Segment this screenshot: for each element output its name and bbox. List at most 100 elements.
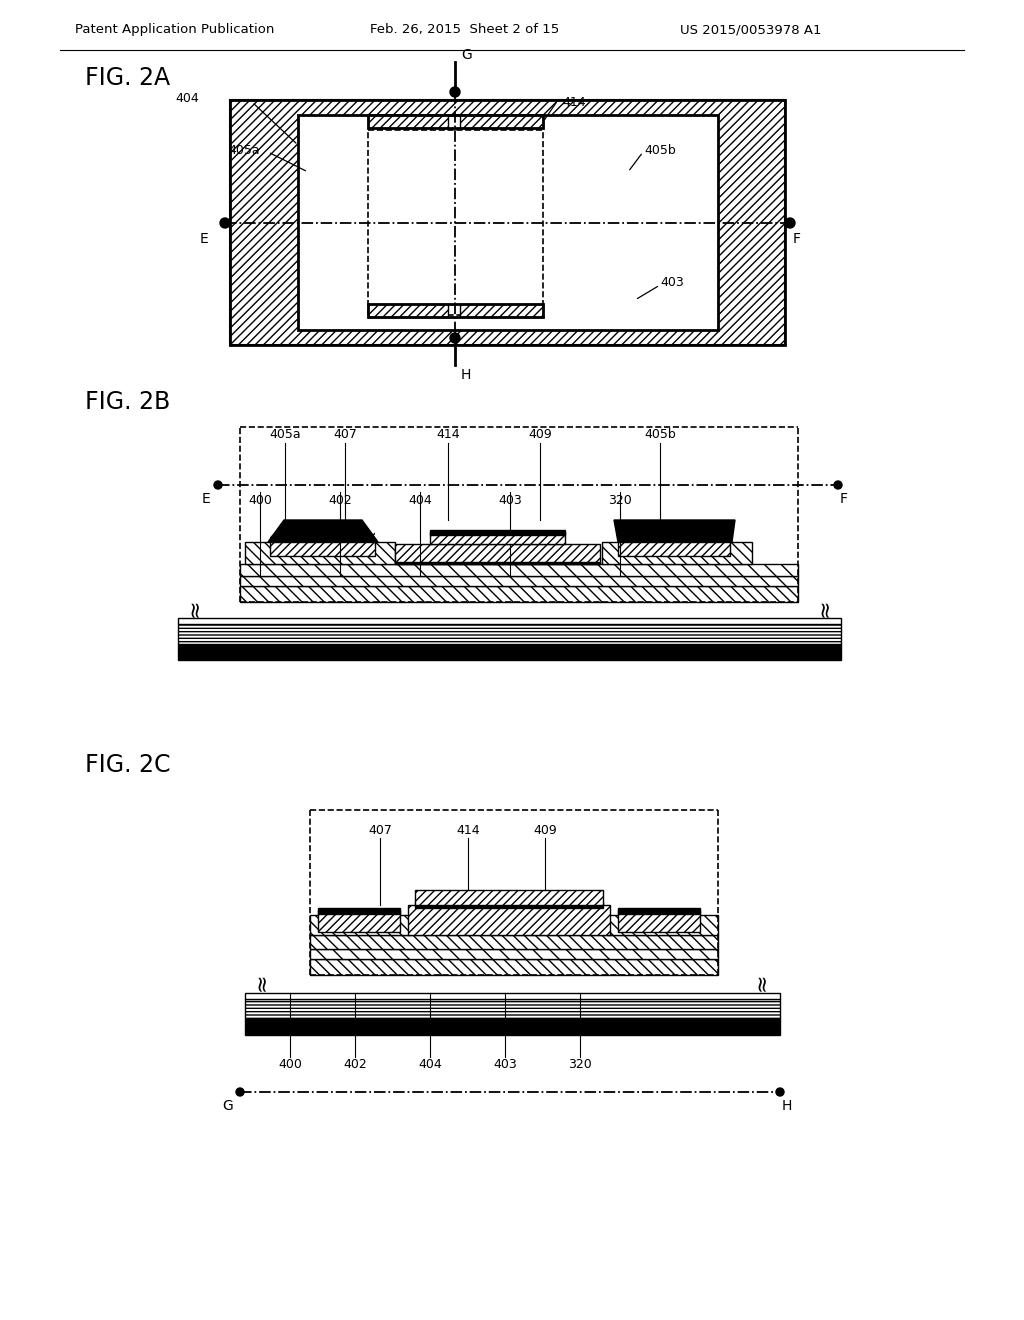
Text: 400: 400: [279, 1059, 302, 1072]
Text: 414: 414: [456, 824, 480, 837]
Text: ≈: ≈: [185, 599, 205, 618]
Bar: [245, 543, 395, 564]
Bar: [430, 532, 565, 544]
Bar: [618, 908, 700, 913]
Text: 405a: 405a: [269, 429, 301, 441]
Text: E: E: [202, 492, 211, 506]
Bar: [408, 906, 610, 935]
Bar: [310, 960, 718, 975]
Bar: [368, 304, 543, 317]
Bar: [368, 304, 449, 317]
Text: 320: 320: [568, 1059, 592, 1072]
Bar: [318, 909, 400, 932]
Polygon shape: [268, 520, 378, 543]
Bar: [310, 949, 718, 960]
Text: 409: 409: [534, 824, 557, 837]
Circle shape: [785, 218, 795, 228]
Bar: [618, 532, 730, 543]
Text: 409: 409: [528, 429, 552, 441]
Text: F: F: [793, 232, 801, 246]
Circle shape: [834, 480, 842, 488]
Bar: [230, 100, 785, 345]
Text: FIG. 2A: FIG. 2A: [85, 66, 170, 90]
Text: Feb. 26, 2015  Sheet 2 of 15: Feb. 26, 2015 Sheet 2 of 15: [370, 24, 559, 37]
Text: H: H: [461, 368, 471, 381]
Bar: [618, 909, 700, 932]
Text: US 2015/0053978 A1: US 2015/0053978 A1: [680, 24, 821, 37]
Text: Patent Application Publication: Patent Application Publication: [75, 24, 274, 37]
Bar: [178, 618, 841, 624]
Text: ≈: ≈: [815, 599, 835, 618]
Bar: [460, 115, 543, 128]
Text: 414: 414: [562, 95, 586, 108]
Bar: [270, 543, 375, 556]
Bar: [318, 909, 400, 932]
Bar: [230, 100, 785, 345]
Bar: [240, 576, 798, 586]
Text: 400: 400: [248, 494, 272, 507]
Text: G: G: [222, 1100, 232, 1113]
Bar: [408, 906, 610, 935]
Bar: [395, 544, 600, 564]
Bar: [240, 564, 798, 576]
Circle shape: [236, 1088, 244, 1096]
Polygon shape: [614, 520, 735, 543]
Bar: [395, 544, 600, 564]
Bar: [298, 115, 718, 330]
Bar: [368, 115, 449, 128]
Text: FIG. 2B: FIG. 2B: [85, 389, 170, 414]
Bar: [245, 543, 395, 564]
Text: 414: 414: [436, 429, 460, 441]
Text: G: G: [461, 48, 472, 62]
Text: H: H: [782, 1100, 793, 1113]
Bar: [368, 304, 449, 317]
Bar: [240, 586, 798, 602]
Text: 404: 404: [175, 91, 199, 104]
Bar: [230, 100, 785, 345]
Circle shape: [450, 333, 460, 343]
Bar: [245, 999, 780, 1019]
Circle shape: [214, 480, 222, 488]
Bar: [270, 532, 375, 543]
Text: 402: 402: [343, 1059, 367, 1072]
Text: 403: 403: [498, 494, 522, 507]
Circle shape: [220, 218, 230, 228]
Bar: [430, 531, 565, 535]
Bar: [602, 543, 752, 564]
Bar: [310, 915, 410, 935]
Text: ≈: ≈: [752, 973, 772, 991]
Bar: [318, 908, 400, 913]
Bar: [245, 1019, 780, 1035]
Bar: [310, 915, 410, 935]
Text: 405b: 405b: [644, 429, 676, 441]
Text: E: E: [200, 232, 209, 246]
Bar: [618, 909, 700, 932]
Bar: [608, 915, 718, 935]
Bar: [430, 532, 565, 544]
Bar: [310, 960, 718, 975]
Bar: [178, 624, 841, 644]
Bar: [240, 576, 798, 586]
Bar: [618, 543, 730, 556]
Bar: [310, 949, 718, 960]
Bar: [460, 304, 543, 317]
Bar: [240, 564, 798, 576]
Bar: [618, 532, 730, 543]
Circle shape: [450, 87, 460, 96]
Bar: [415, 902, 603, 908]
Text: ≈: ≈: [252, 973, 272, 991]
Text: 403: 403: [660, 276, 684, 289]
Circle shape: [776, 1088, 784, 1096]
Text: 320: 320: [608, 494, 632, 507]
Text: 403: 403: [494, 1059, 517, 1072]
Text: 407: 407: [333, 429, 357, 441]
Bar: [602, 543, 752, 564]
Bar: [460, 304, 543, 317]
Bar: [270, 543, 375, 556]
Text: 404: 404: [418, 1059, 442, 1072]
Text: 402: 402: [328, 494, 352, 507]
Bar: [460, 115, 543, 128]
Bar: [178, 644, 841, 660]
Bar: [310, 935, 718, 949]
Text: 404: 404: [409, 494, 432, 507]
